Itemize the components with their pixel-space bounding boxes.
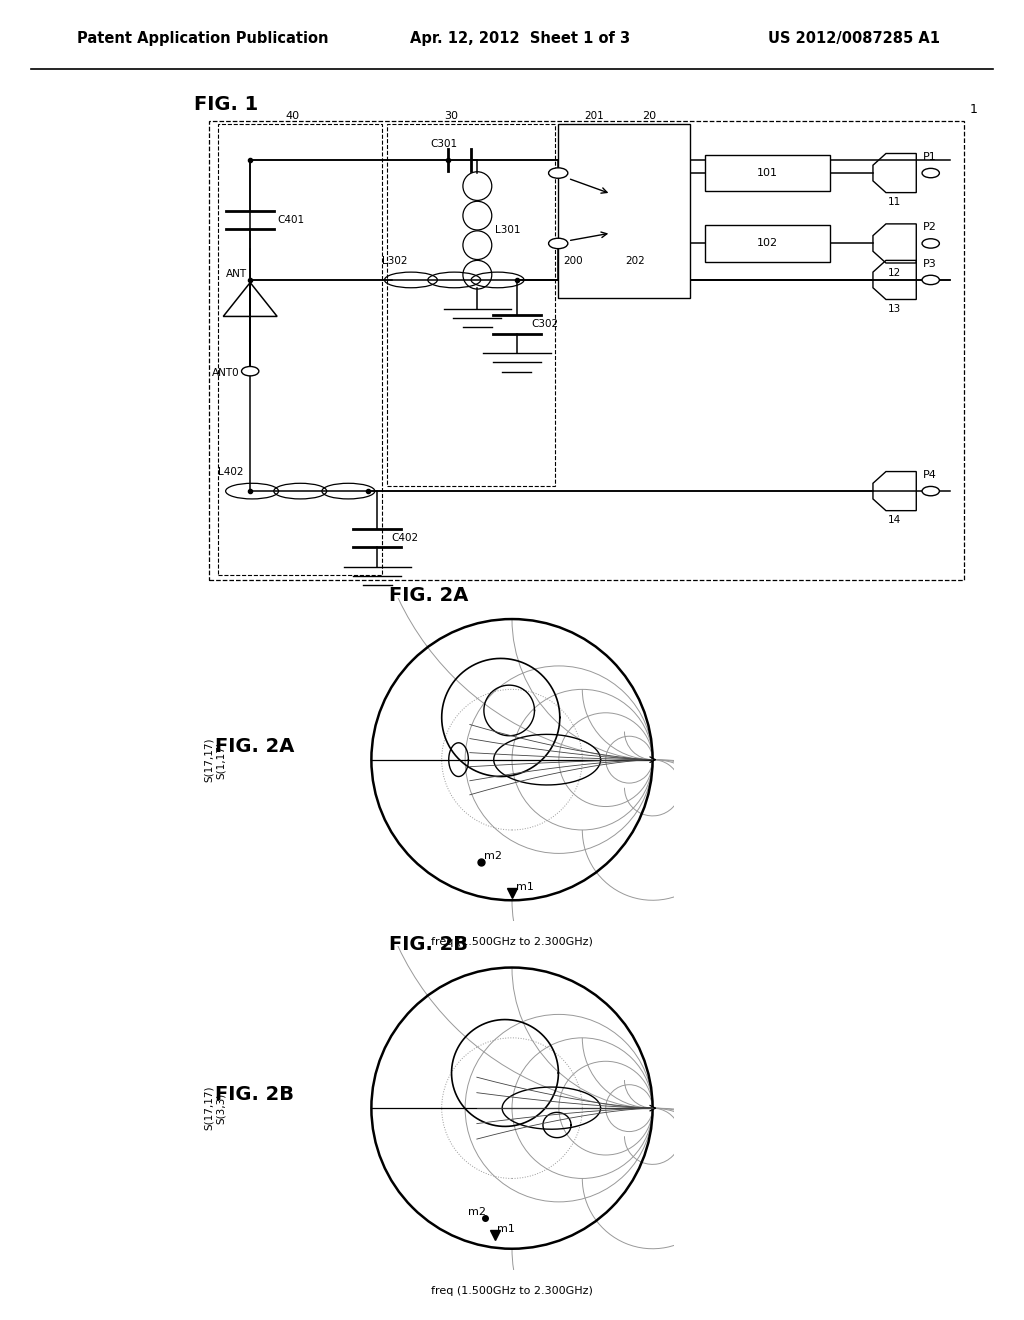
Circle shape [922,486,939,496]
Bar [209,121,965,579]
Text: Apr. 12, 2012  Sheet 1 of 3: Apr. 12, 2012 Sheet 1 of 3 [410,30,630,46]
Text: ANT0: ANT0 [212,368,240,379]
Text: L302: L302 [382,256,408,267]
Text: 102: 102 [757,239,777,248]
Text: P2: P2 [923,222,937,232]
Text: 30: 30 [444,111,459,121]
Text: m2: m2 [484,851,502,862]
Text: FIG. 1: FIG. 1 [195,95,259,114]
Text: C402: C402 [391,533,419,543]
Text: FIG. 2B: FIG. 2B [215,1085,294,1105]
Text: US 2012/0087285 A1: US 2012/0087285 A1 [768,30,940,46]
Text: 1: 1 [969,103,977,116]
Text: C301: C301 [430,139,458,149]
Text: P4: P4 [923,470,937,480]
Bar [705,226,829,261]
Text: FIG. 2A: FIG. 2A [389,586,469,605]
Text: 20: 20 [642,111,656,121]
Text: 200: 200 [563,256,583,267]
Text: 40: 40 [286,111,300,121]
Bar [705,154,829,191]
Bar [558,124,690,298]
Text: 14: 14 [888,515,901,525]
Text: m1: m1 [497,1224,514,1234]
Circle shape [922,169,939,178]
Circle shape [922,239,939,248]
Text: 12: 12 [888,268,901,277]
Text: freq (1.500GHz to 2.300GHz): freq (1.500GHz to 2.300GHz) [431,1286,593,1296]
Bar [387,124,555,486]
Text: S(17,17)
S(3,3): S(17,17) S(3,3) [204,1086,226,1130]
Text: P3: P3 [923,259,937,269]
Text: 13: 13 [888,305,901,314]
Circle shape [549,238,568,248]
Circle shape [922,276,939,285]
Text: P1: P1 [923,152,937,162]
Circle shape [549,168,568,178]
Text: m2: m2 [468,1206,486,1217]
Text: FIG. 2A: FIG. 2A [215,737,295,756]
Text: Patent Application Publication: Patent Application Publication [77,30,329,46]
Text: 11: 11 [888,198,901,207]
Text: C401: C401 [278,215,304,224]
Text: m1: m1 [516,883,535,892]
Text: L301: L301 [495,226,520,235]
Text: C302: C302 [531,319,558,329]
Bar [218,124,382,574]
Text: L402: L402 [218,467,244,478]
Text: freq (1.500GHz to 2.300GHz): freq (1.500GHz to 2.300GHz) [431,937,593,948]
Text: S(17,17)
S(1,17): S(17,17) S(1,17) [204,738,226,781]
Text: FIG. 2B: FIG. 2B [389,935,468,953]
Text: 101: 101 [757,168,777,178]
Circle shape [242,367,259,376]
Text: 201: 201 [584,111,604,121]
Text: 202: 202 [626,256,645,267]
Text: ANT: ANT [226,269,247,280]
